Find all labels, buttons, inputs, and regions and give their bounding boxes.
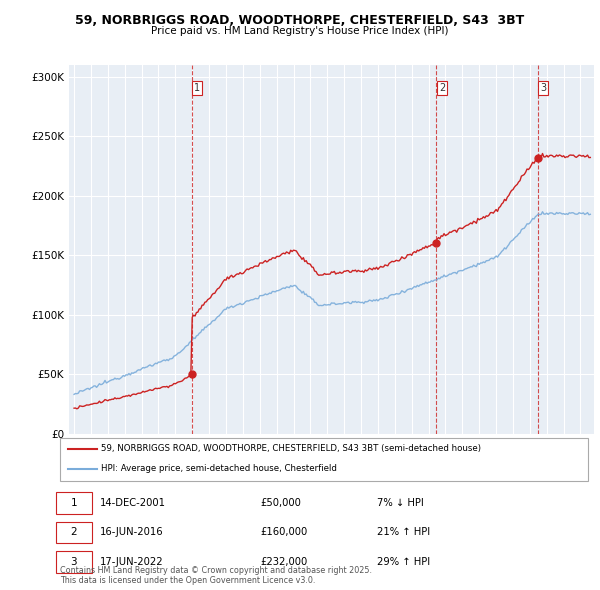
Text: 17-JUN-2022: 17-JUN-2022 xyxy=(100,557,163,567)
Text: 21% ↑ HPI: 21% ↑ HPI xyxy=(377,527,430,537)
Text: 14-DEC-2001: 14-DEC-2001 xyxy=(100,498,166,508)
Text: 2: 2 xyxy=(439,83,445,93)
Text: £160,000: £160,000 xyxy=(260,527,308,537)
Text: Contains HM Land Registry data © Crown copyright and database right 2025.
This d: Contains HM Land Registry data © Crown c… xyxy=(60,566,372,585)
Text: 59, NORBRIGGS ROAD, WOODTHORPE, CHESTERFIELD, S43  3BT: 59, NORBRIGGS ROAD, WOODTHORPE, CHESTERF… xyxy=(76,14,524,27)
Text: 59, NORBRIGGS ROAD, WOODTHORPE, CHESTERFIELD, S43 3BT (semi-detached house): 59, NORBRIGGS ROAD, WOODTHORPE, CHESTERF… xyxy=(101,444,481,454)
Text: 1: 1 xyxy=(70,498,77,508)
Text: 1: 1 xyxy=(194,83,200,93)
FancyBboxPatch shape xyxy=(56,551,92,573)
Text: 7% ↓ HPI: 7% ↓ HPI xyxy=(377,498,424,508)
Text: 3: 3 xyxy=(70,557,77,567)
FancyBboxPatch shape xyxy=(56,492,92,514)
Text: HPI: Average price, semi-detached house, Chesterfield: HPI: Average price, semi-detached house,… xyxy=(101,464,337,473)
Text: £50,000: £50,000 xyxy=(260,498,302,508)
Text: 16-JUN-2016: 16-JUN-2016 xyxy=(100,527,163,537)
Text: 29% ↑ HPI: 29% ↑ HPI xyxy=(377,557,430,567)
Text: £232,000: £232,000 xyxy=(260,557,308,567)
Text: 3: 3 xyxy=(540,83,546,93)
Text: Price paid vs. HM Land Registry's House Price Index (HPI): Price paid vs. HM Land Registry's House … xyxy=(151,26,449,36)
FancyBboxPatch shape xyxy=(60,438,588,481)
Text: 2: 2 xyxy=(70,527,77,537)
FancyBboxPatch shape xyxy=(56,522,92,543)
